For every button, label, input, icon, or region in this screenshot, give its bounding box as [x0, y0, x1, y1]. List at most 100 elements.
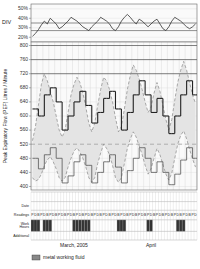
step-riser	[50, 148, 51, 155]
tick-label: 400	[20, 183, 29, 189]
step-segment	[160, 161, 163, 162]
dashed-line	[32, 61, 195, 140]
y-axis-label: DIV	[2, 19, 12, 25]
reference-line	[31, 59, 197, 60]
grid-line	[31, 18, 197, 19]
step-segment	[50, 147, 53, 148]
step-segment	[56, 101, 59, 102]
step-riser	[85, 155, 86, 166]
step-riser	[109, 91, 110, 98]
step-segment	[38, 168, 41, 169]
step-riser	[121, 109, 122, 130]
step-segment	[127, 170, 130, 171]
step-segment	[95, 182, 98, 183]
step-segment	[187, 80, 190, 81]
step-riser	[156, 162, 157, 173]
step-riser	[162, 98, 163, 116]
step-segment	[32, 108, 35, 109]
step-segment	[139, 80, 142, 81]
step-segment	[62, 130, 65, 131]
work-cell	[179, 220, 182, 232]
reading-label: D	[194, 213, 197, 217]
step-segment	[74, 161, 77, 162]
step-segment	[92, 122, 95, 123]
step-segment	[110, 91, 113, 92]
step-riser	[68, 116, 69, 130]
step-riser	[145, 148, 146, 159]
step-segment	[166, 172, 169, 173]
tick-label: 480	[20, 155, 29, 161]
plot-background	[31, 42, 197, 190]
step-riser	[156, 98, 157, 112]
step-segment	[38, 115, 41, 116]
step-riser	[62, 102, 63, 130]
step-riser	[56, 148, 57, 159]
work-cell	[87, 220, 90, 232]
work-cell	[123, 220, 126, 232]
tick-label: 760	[20, 56, 29, 62]
range-band	[32, 61, 195, 182]
plot-background	[31, 4, 197, 42]
tick-label: 30%	[18, 24, 29, 30]
legend-swatch	[32, 255, 40, 260]
step-riser	[103, 98, 104, 112]
step-segment	[121, 130, 124, 131]
y-axis-label: Peak Expiratory Flow (PEF) Litres / Minu…	[2, 69, 8, 164]
step-riser	[38, 158, 39, 169]
step-riser	[180, 95, 181, 116]
step-segment	[104, 161, 107, 162]
step-segment	[101, 172, 104, 173]
step-riser	[151, 95, 152, 113]
step-riser	[109, 155, 110, 162]
step-segment	[181, 94, 184, 95]
step-segment	[145, 158, 148, 159]
step-segment	[193, 158, 196, 159]
step-segment	[50, 87, 53, 88]
step-segment	[56, 158, 59, 159]
step-riser	[97, 172, 98, 183]
step-segment	[89, 165, 92, 166]
step-riser	[44, 95, 45, 116]
step-segment	[151, 172, 154, 173]
work-cell	[75, 220, 78, 232]
legend-label: metal working fluid	[43, 254, 85, 260]
step-segment	[41, 168, 44, 169]
work-cell	[150, 220, 153, 232]
step-riser	[186, 81, 187, 95]
month-label: April	[146, 242, 156, 248]
step-riser	[180, 160, 181, 174]
reference-line	[31, 45, 197, 46]
step-segment	[175, 115, 178, 116]
step-segment	[74, 101, 77, 102]
work-cell	[43, 220, 46, 232]
step-segment	[145, 94, 148, 95]
step-segment	[124, 182, 127, 183]
step-riser	[85, 91, 86, 105]
step-riser	[162, 162, 163, 173]
step-segment	[115, 167, 118, 168]
tick-label: 800	[20, 42, 29, 48]
work-cell	[31, 220, 34, 232]
step-segment	[133, 94, 136, 95]
step-segment	[80, 91, 83, 92]
step-segment	[68, 115, 71, 116]
work-cell	[84, 220, 87, 232]
step-segment	[154, 172, 157, 173]
step-riser	[151, 158, 152, 172]
work-cell	[37, 220, 40, 232]
step-riser	[192, 81, 193, 95]
work-cell	[147, 220, 150, 232]
row-label-line: Additional	[13, 234, 29, 238]
row-label: WorkHours	[19, 222, 29, 230]
step-segment	[118, 167, 121, 168]
step-segment	[163, 115, 166, 116]
step-riser	[79, 155, 80, 162]
row-label-line: Hours	[19, 225, 29, 229]
step-segment	[98, 172, 101, 173]
work-cell	[34, 220, 37, 232]
step-riser	[192, 148, 193, 159]
row-label: Additional	[13, 234, 29, 238]
tick-label: 50%	[18, 5, 29, 11]
step-series	[32, 81, 197, 134]
row-label-line: Date	[21, 204, 29, 208]
